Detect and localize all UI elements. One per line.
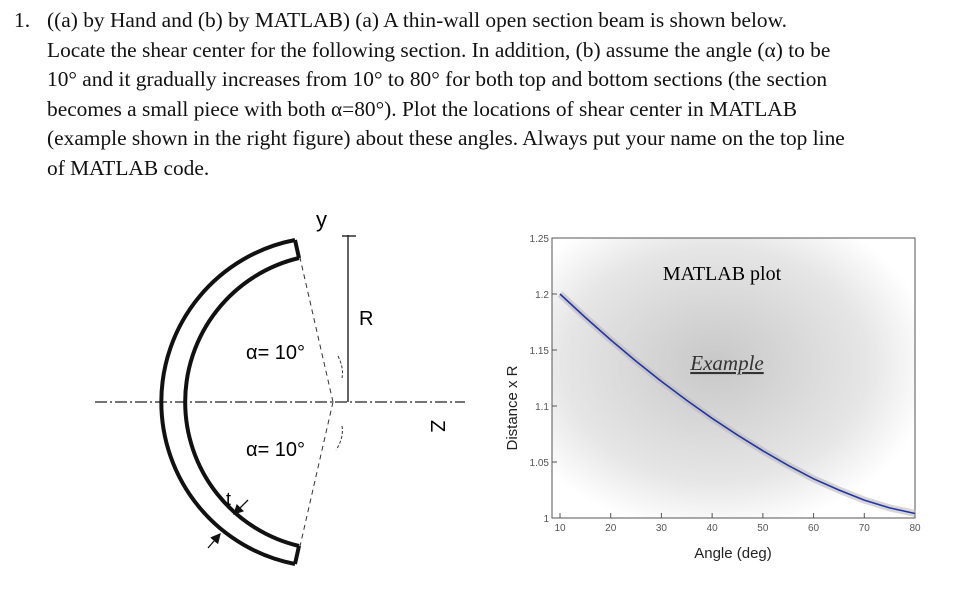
problem-line: ((a) by Hand and (b) by MATLAB) (a) A th… (47, 8, 787, 32)
y-axis-label: y (316, 207, 327, 232)
x-tick-label: 60 (808, 523, 820, 534)
problem-number: 1. (14, 8, 31, 32)
radial-line-bottom (297, 401, 334, 556)
t-label: t (226, 489, 231, 509)
data-line (559, 293, 916, 515)
thickness-arrow-inner (233, 499, 249, 515)
y-tick-label: 1.1 (535, 402, 549, 413)
section-diagram: y R Z t α= 10° α= 10° (95, 207, 465, 566)
c-section-inner (183, 256, 300, 548)
r-label: R (359, 308, 373, 330)
x-tick-label: 40 (707, 523, 719, 534)
problem-line: Locate the shear center for the followin… (47, 37, 831, 62)
problem-line: (example shown in the right figure) abou… (47, 126, 845, 150)
problem-line: of MATLAB code. (47, 155, 210, 180)
y-tick-label: 1 (543, 514, 549, 525)
angle-arc-top (337, 355, 343, 379)
plot-area (551, 237, 916, 519)
matlab-plot: 10 20 30 40 50 60 70 80 1 1.05 1.1 1.15 1.2 1.25 MATL… (504, 234, 921, 562)
alpha-top-label: α= 10° (246, 342, 305, 364)
angle-arc-bottom (335, 425, 343, 451)
problem-line: becomes a small piece with both α=80°). … (47, 96, 798, 121)
x-tick-label: 80 (909, 523, 921, 534)
y-tick-label: 1.25 (530, 234, 550, 245)
chart-annotation: Example (689, 351, 763, 375)
y-tick-label: 1.15 (530, 346, 550, 357)
x-tick-label: 70 (859, 523, 871, 534)
y-tick-label: 1.05 (530, 458, 550, 469)
z-axis-label: Z (426, 420, 448, 432)
x-tick-label: 30 (656, 523, 668, 534)
x-tick-label: 10 (554, 523, 566, 534)
alpha-bottom-label: α= 10° (246, 439, 305, 461)
x-tick-label: 50 (757, 523, 769, 534)
problem-line: 10° and it gradually increases from 10° … (47, 67, 828, 91)
x-tick-label: 20 (605, 523, 617, 534)
radial-line-top (297, 248, 334, 403)
y-axis-label: Distance x R (504, 365, 521, 450)
c-section-bottom-end (293, 545, 301, 565)
chart-title: MATLAB plot (663, 263, 782, 285)
x-axis-label: Angle (deg) (694, 545, 772, 562)
y-tick-label: 1.2 (535, 290, 549, 301)
c-section-top-end (293, 239, 301, 259)
c-section-outer (159, 238, 296, 566)
thickness-arrow-outer (207, 533, 221, 549)
